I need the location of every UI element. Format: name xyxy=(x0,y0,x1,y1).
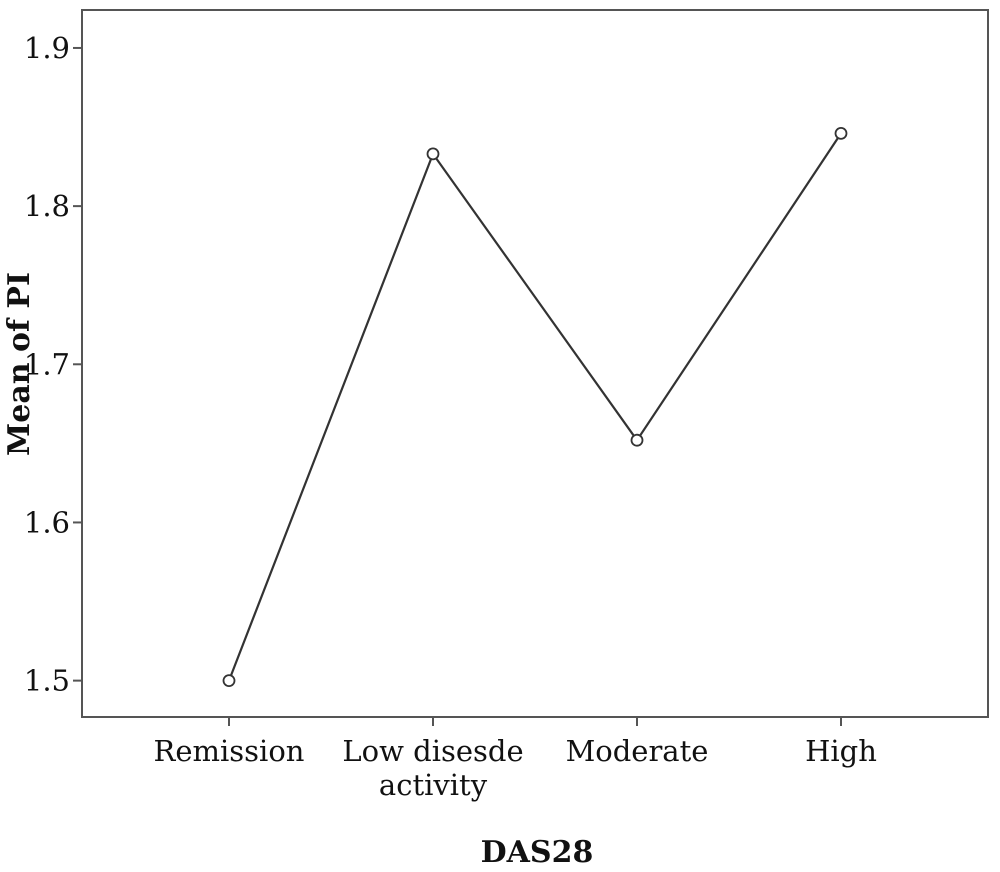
x-tick-label: Low disesde activity xyxy=(342,734,523,802)
y-tick-label: 1.7 xyxy=(24,347,70,381)
markers xyxy=(222,126,848,687)
x-tick-label-line: High xyxy=(805,734,877,768)
data-point xyxy=(426,147,440,161)
series-line xyxy=(227,132,842,681)
data-point xyxy=(222,674,236,687)
y-tick-label: 1.8 xyxy=(24,189,70,223)
x-tick-label-line: Remission xyxy=(154,734,305,768)
x-tick-label-line: Moderate xyxy=(566,734,709,768)
y-tick-label: 1.9 xyxy=(24,31,70,65)
y-tick-label: 1.6 xyxy=(24,505,70,539)
data-point xyxy=(630,433,644,447)
x-tick-label: High xyxy=(805,734,877,768)
x-tick-label: Remission xyxy=(154,734,305,768)
x-axis-label: DAS28 xyxy=(481,835,594,870)
x-tick-label: Moderate xyxy=(566,734,709,768)
data-point xyxy=(834,126,848,140)
x-axis: Remission Low disesde activity Moderate High xyxy=(154,717,877,802)
x-tick-label-line: Low disesde xyxy=(342,734,523,768)
x-tick-label-line: activity xyxy=(379,768,488,802)
plot-frame xyxy=(81,9,989,718)
y-axis-label: Mean of PI xyxy=(2,272,37,456)
y-tick-label: 1.5 xyxy=(24,664,70,698)
y-axis: 1.5 1.6 1.7 1.8 1.9 xyxy=(24,31,82,698)
